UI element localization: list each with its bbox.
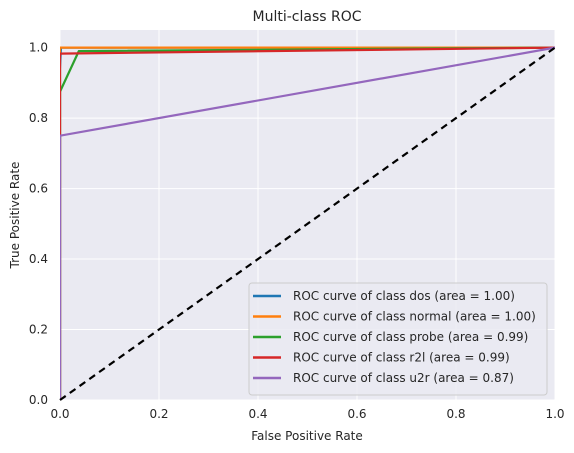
x-tick-label: 0.4: [248, 407, 267, 421]
legend-frame: [248, 282, 548, 396]
series-line-1: [60, 46, 555, 400]
y-axis-label: True Positive Rate: [8, 162, 22, 270]
legend-entry: ROC curve of class normal (area = 1.00): [293, 310, 536, 324]
legend-entry: ROC curve of class probe (area = 0.99): [293, 330, 528, 344]
y-tick-label: 0.2: [29, 323, 48, 337]
x-tick-label: 0.6: [347, 407, 366, 421]
y-tick-label: 1.0: [29, 41, 48, 55]
chart-title: Multi-class ROC: [253, 9, 362, 25]
grid-lines: [59, 30, 556, 401]
series-layer: [60, 46, 555, 400]
x-tick-label: 1.0: [545, 407, 564, 421]
legend: ROC curve of class dos (area = 1.00) ROC …: [248, 282, 548, 396]
legend-entry: ROC curve of class r2l (area = 0.99): [293, 351, 510, 365]
x-axis-label: False Positive Rate: [251, 429, 363, 443]
y-tick-label: 0.0: [29, 393, 48, 407]
x-tick-labels: 0.0 0.2 0.4 0.6 0.8 1.0: [50, 407, 564, 421]
series-line-2: [60, 46, 555, 400]
series-line-3: [60, 46, 555, 400]
reference-diagonal-line: [59, 46, 556, 401]
x-tick-label: 0.0: [50, 407, 69, 421]
y-tick-labels: 0.0 0.2 0.4 0.6 0.8 1.0: [29, 41, 48, 407]
x-tick-label: 0.8: [446, 407, 465, 421]
legend-entry: ROC curve of class u2r (area = 0.87): [293, 371, 514, 385]
series-line-4: [60, 46, 555, 400]
x-tick-label: 0.2: [149, 407, 168, 421]
y-tick-label: 0.6: [29, 182, 48, 196]
y-tick-label: 0.4: [29, 252, 48, 266]
legend-entry: ROC curve of class dos (area = 1.00): [293, 289, 515, 303]
y-tick-label: 0.8: [29, 111, 48, 125]
